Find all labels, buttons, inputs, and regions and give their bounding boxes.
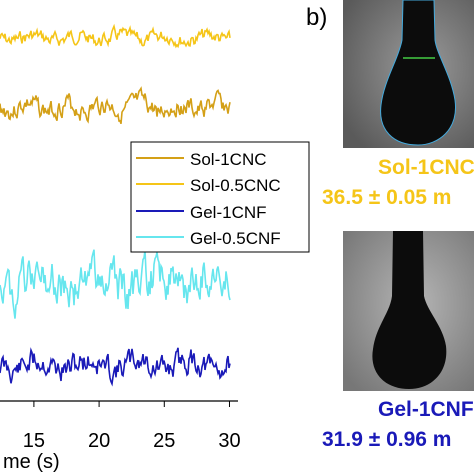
drop-silhouette-2 [372, 231, 447, 389]
legend-label-sol-0.5cnc: Sol-0.5CNC [190, 176, 281, 195]
legend-label-gel-0.5cnf: Gel-0.5CNF [190, 229, 281, 248]
x-tick-label-15: 15 [23, 430, 45, 452]
panel-b-label: b) [306, 4, 328, 31]
drop-value-sol: 36.5 ± 0.05 m [322, 186, 452, 209]
legend-label-gel-1cnf: Gel-1CNF [190, 203, 267, 222]
series-line-sol-0.5cnc [0, 23, 231, 49]
series-line-gel-1cnf [0, 347, 231, 387]
drop-image-gel-1cnf [343, 231, 474, 391]
x-tick-label-25: 25 [153, 430, 175, 452]
legend-label-sol-1cnc: Sol-1CNC [190, 150, 267, 169]
series-line-gel-0.5cnf [0, 249, 231, 319]
drop-image-sol-1cnc [343, 0, 474, 148]
x-axis-label: me (s) [3, 451, 60, 473]
drop-value-gel: 31.9 ± 0.96 m [322, 428, 452, 451]
drop-name-sol: Sol-1CNC [378, 156, 474, 179]
series-line-sol-1cnc [0, 86, 231, 125]
drop-name-gel: Gel-1CNF [378, 398, 474, 421]
x-tick-label-30: 30 [218, 430, 240, 452]
x-tick-label-20: 20 [88, 430, 110, 452]
x-tick-layer: 15 20 25 30 [23, 401, 241, 452]
series-layer [0, 23, 231, 387]
legend-box [130, 141, 310, 253]
drop-silhouette [380, 0, 456, 146]
legend: Sol-1CNC Sol-0.5CNC Gel-1CNF Gel-0.5CNF [130, 141, 310, 253]
